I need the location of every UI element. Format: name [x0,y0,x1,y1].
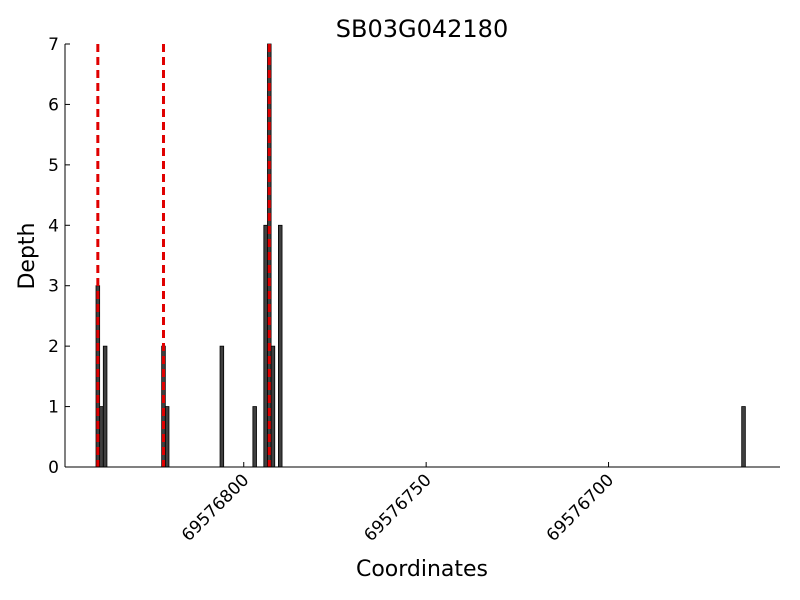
bar [99,406,104,468]
bar [270,345,276,468]
y-tick-label: 2 [48,337,59,357]
bar [741,406,746,468]
x-tick-label: 69576700 [543,470,618,545]
x-tick-label: 69576800 [178,470,253,545]
x-axis-label: Coordinates [356,557,488,582]
bar [219,345,225,468]
bar [102,345,108,468]
bar [263,224,268,468]
y-tick-label: 6 [48,95,59,115]
y-tick-label: 0 [48,458,59,478]
bar [164,406,170,468]
y-axis-label: Depth [15,222,40,289]
chart-title: SB03G042180 [336,15,508,43]
y-tick-label: 4 [48,216,59,236]
x-tick-label: 69576750 [360,470,435,545]
y-tick-label: 1 [48,398,59,418]
bar [252,406,257,468]
y-tick-label: 5 [48,156,59,176]
y-tick-label: 7 [48,35,59,55]
y-tick-label: 3 [48,277,59,297]
bar [278,224,283,468]
